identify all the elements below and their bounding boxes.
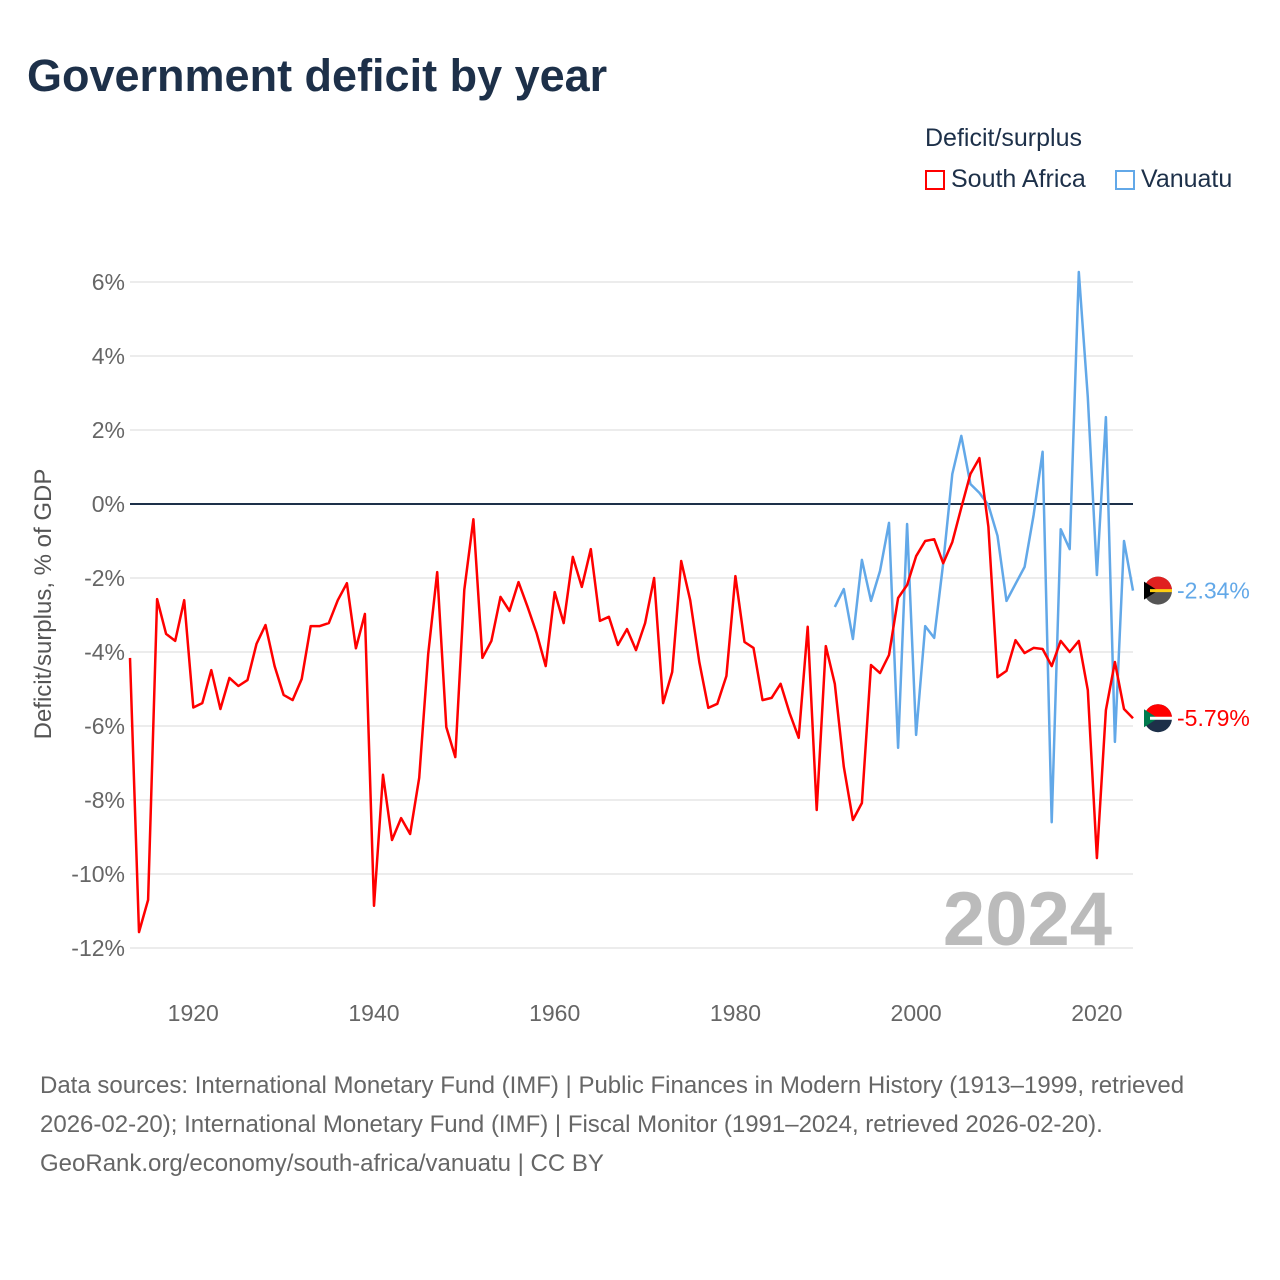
legend-label: South Africa xyxy=(951,165,1086,193)
flag-icon xyxy=(1144,704,1172,733)
x-tick-label: 1980 xyxy=(710,1000,761,1026)
series-line-south-africa[interactable] xyxy=(128,456,1134,934)
data-sources: Data sources: International Monetary Fun… xyxy=(40,1072,1185,1138)
y-tick-label: 4% xyxy=(92,343,125,369)
y-tick-label: -2% xyxy=(84,565,125,591)
y-tick-label: -4% xyxy=(84,639,125,665)
legend-label: Vanuatu xyxy=(1141,165,1233,193)
legend-swatch xyxy=(1115,169,1135,190)
series-line-vanuatu[interactable] xyxy=(833,270,1135,824)
footer: Data sources: International Monetary Fun… xyxy=(40,1066,1240,1183)
y-axis-label: Deficit/surplus, % of GDP xyxy=(30,469,57,740)
x-tick-label: 1940 xyxy=(348,1000,399,1026)
legend-item-vanuatu[interactable]: Vanuatu xyxy=(1115,165,1232,194)
x-tick-label: 2020 xyxy=(1071,1000,1122,1026)
year-watermark: 2024 xyxy=(943,877,1112,962)
y-tick-label: 2% xyxy=(92,417,125,443)
y-tick-label: 6% xyxy=(92,269,125,295)
legend-item-south-africa[interactable]: South Africa xyxy=(925,165,1086,194)
legend-swatch xyxy=(925,169,945,190)
source-link[interactable]: GeoRank.org/economy/south-africa/vanuatu… xyxy=(40,1150,604,1177)
y-tick-label: 0% xyxy=(92,491,125,517)
y-tick-label: -10% xyxy=(71,861,125,887)
x-tick-label: 2000 xyxy=(891,1000,942,1026)
end-value-label: -2.34% xyxy=(1177,578,1250,604)
x-tick-label: 1960 xyxy=(529,1000,580,1026)
page-title: Government deficit by year xyxy=(27,50,608,101)
y-tick-label: -8% xyxy=(84,787,125,813)
line-chart: 6% 4% 2% 0% -2% -4% -6% -8% -10% -12% 1920 1940 1960… xyxy=(30,269,1250,1026)
x-tick-label: 1920 xyxy=(168,1000,219,1026)
end-value-label: -5.79% xyxy=(1177,705,1250,731)
legend-title: Deficit/surplus xyxy=(925,124,1082,152)
y-tick-label: -6% xyxy=(84,713,125,739)
flag-icon xyxy=(1144,576,1172,605)
y-tick-label: -12% xyxy=(71,935,125,961)
